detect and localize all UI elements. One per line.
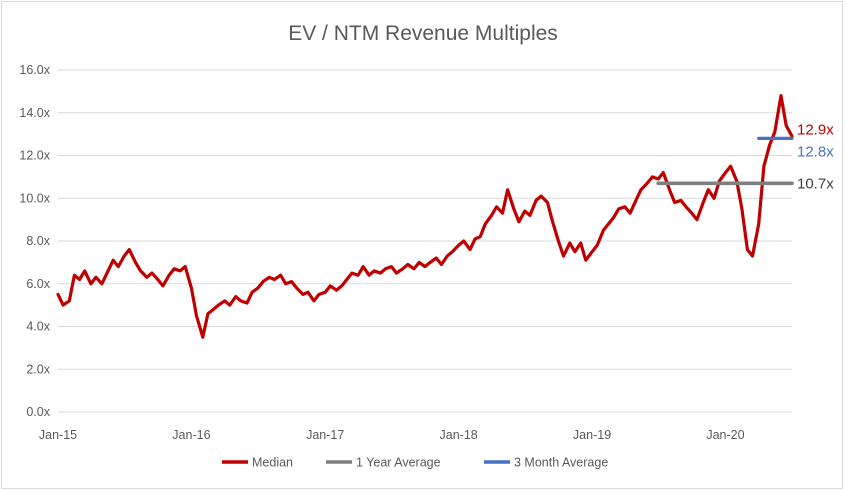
y-tick-label: 6.0x xyxy=(26,277,50,291)
y-tick-label: 10.0x xyxy=(19,191,50,205)
end-value-label: 12.8x xyxy=(797,143,834,160)
y-tick-label: 0.0x xyxy=(26,405,50,419)
y-tick-label: 8.0x xyxy=(26,234,50,248)
y-tick-label: 16.0x xyxy=(19,63,50,77)
legend: Median 1 Year Average 3 Month Average xyxy=(222,456,608,470)
y-tick-label: 14.0x xyxy=(19,106,50,120)
x-tick-label: Jan-15 xyxy=(39,428,77,442)
y-axis-ticks: 0.0x 2.0x 4.0x 6.0x 8.0x 10.0x 12.0x 14.0x 16.0x xyxy=(19,63,50,419)
x-tick-label: Jan-16 xyxy=(172,428,210,442)
x-tick-label: Jan-18 xyxy=(440,428,478,442)
chart-title: EV / NTM Revenue Multiples xyxy=(288,22,558,45)
legend-label: 3 Month Average xyxy=(514,456,608,470)
y-tick-label: 2.0x xyxy=(26,362,50,376)
series-lines xyxy=(56,93,794,339)
y-tick-label: 12.0x xyxy=(19,149,50,163)
legend-label: Median xyxy=(252,456,293,470)
end-value-label: 12.9x xyxy=(797,121,834,138)
end-labels: 12.9x 12.8x 10.7x xyxy=(797,121,834,192)
x-tick-label: Jan-19 xyxy=(573,428,611,442)
x-tick-label: Jan-17 xyxy=(306,428,344,442)
end-value-label: 10.7x xyxy=(797,175,834,192)
legend-label: 1 Year Average xyxy=(356,456,441,470)
x-axis-ticks: Jan-15 Jan-16 Jan-17 Jan-18 Jan-19 Jan-20 xyxy=(39,428,745,442)
y-tick-label: 4.0x xyxy=(26,320,50,334)
x-tick-label: Jan-20 xyxy=(706,428,744,442)
gridlines xyxy=(58,69,792,413)
series-line-median xyxy=(56,93,794,339)
